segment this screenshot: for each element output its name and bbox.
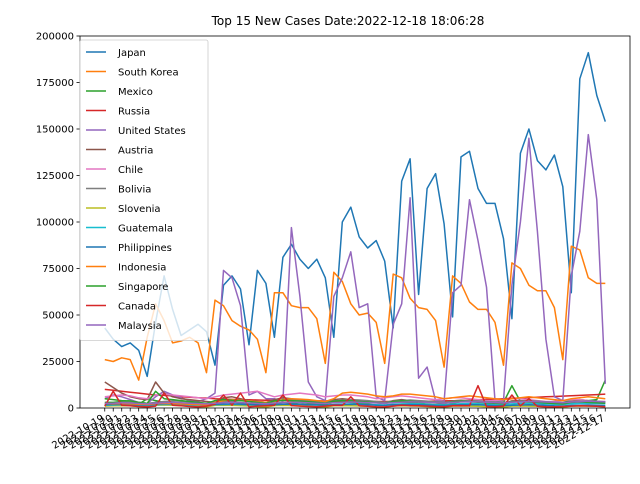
y-tick-label: 200000 <box>36 32 74 43</box>
series-line-malaysia <box>104 400 606 405</box>
chart-title: Top 15 New Cases Date:2022-12-18 18:06:2… <box>211 14 485 28</box>
series-line-indonesia <box>104 391 606 406</box>
y-tick-label: 150000 <box>36 125 74 136</box>
legend-label: Canada <box>118 302 156 313</box>
legend-label: Mexico <box>118 87 153 98</box>
axes: 0 25000 50000 75000 100000 125000 150000 175000… <box>36 32 631 452</box>
legend-label: Austria <box>118 146 153 157</box>
legend-label: Singapore <box>118 282 168 293</box>
legend-label: Indonesia <box>118 263 166 274</box>
legend-box <box>79 39 209 341</box>
legend-label: Philippines <box>118 243 172 254</box>
legend-label: Russia <box>118 107 150 118</box>
legend-label: United States <box>118 126 186 137</box>
y-tick-label: 100000 <box>36 218 74 229</box>
legend-label: South Korea <box>118 68 179 79</box>
y-tick-label: 175000 <box>36 78 74 89</box>
plot-area <box>104 51 607 409</box>
legend-label: Japan <box>117 48 146 59</box>
legend: Japan South Korea Mexico Russia United State… <box>79 39 209 341</box>
legend-label: Guatemala <box>118 224 173 235</box>
y-tick-label: 50000 <box>42 311 74 322</box>
y-tick-label: 75000 <box>42 264 74 275</box>
legend-label: Chile <box>118 165 143 176</box>
y-tick-label: 125000 <box>36 171 74 182</box>
legend-label: Malaysia <box>118 321 162 332</box>
y-tick-label: 0 <box>68 404 74 415</box>
series-line-chile <box>104 390 606 403</box>
legend-label: Bolivia <box>118 185 151 196</box>
y-tick-label: 25000 <box>42 357 74 368</box>
series-line-canada <box>104 384 606 408</box>
legend-label: Slovenia <box>118 204 161 215</box>
